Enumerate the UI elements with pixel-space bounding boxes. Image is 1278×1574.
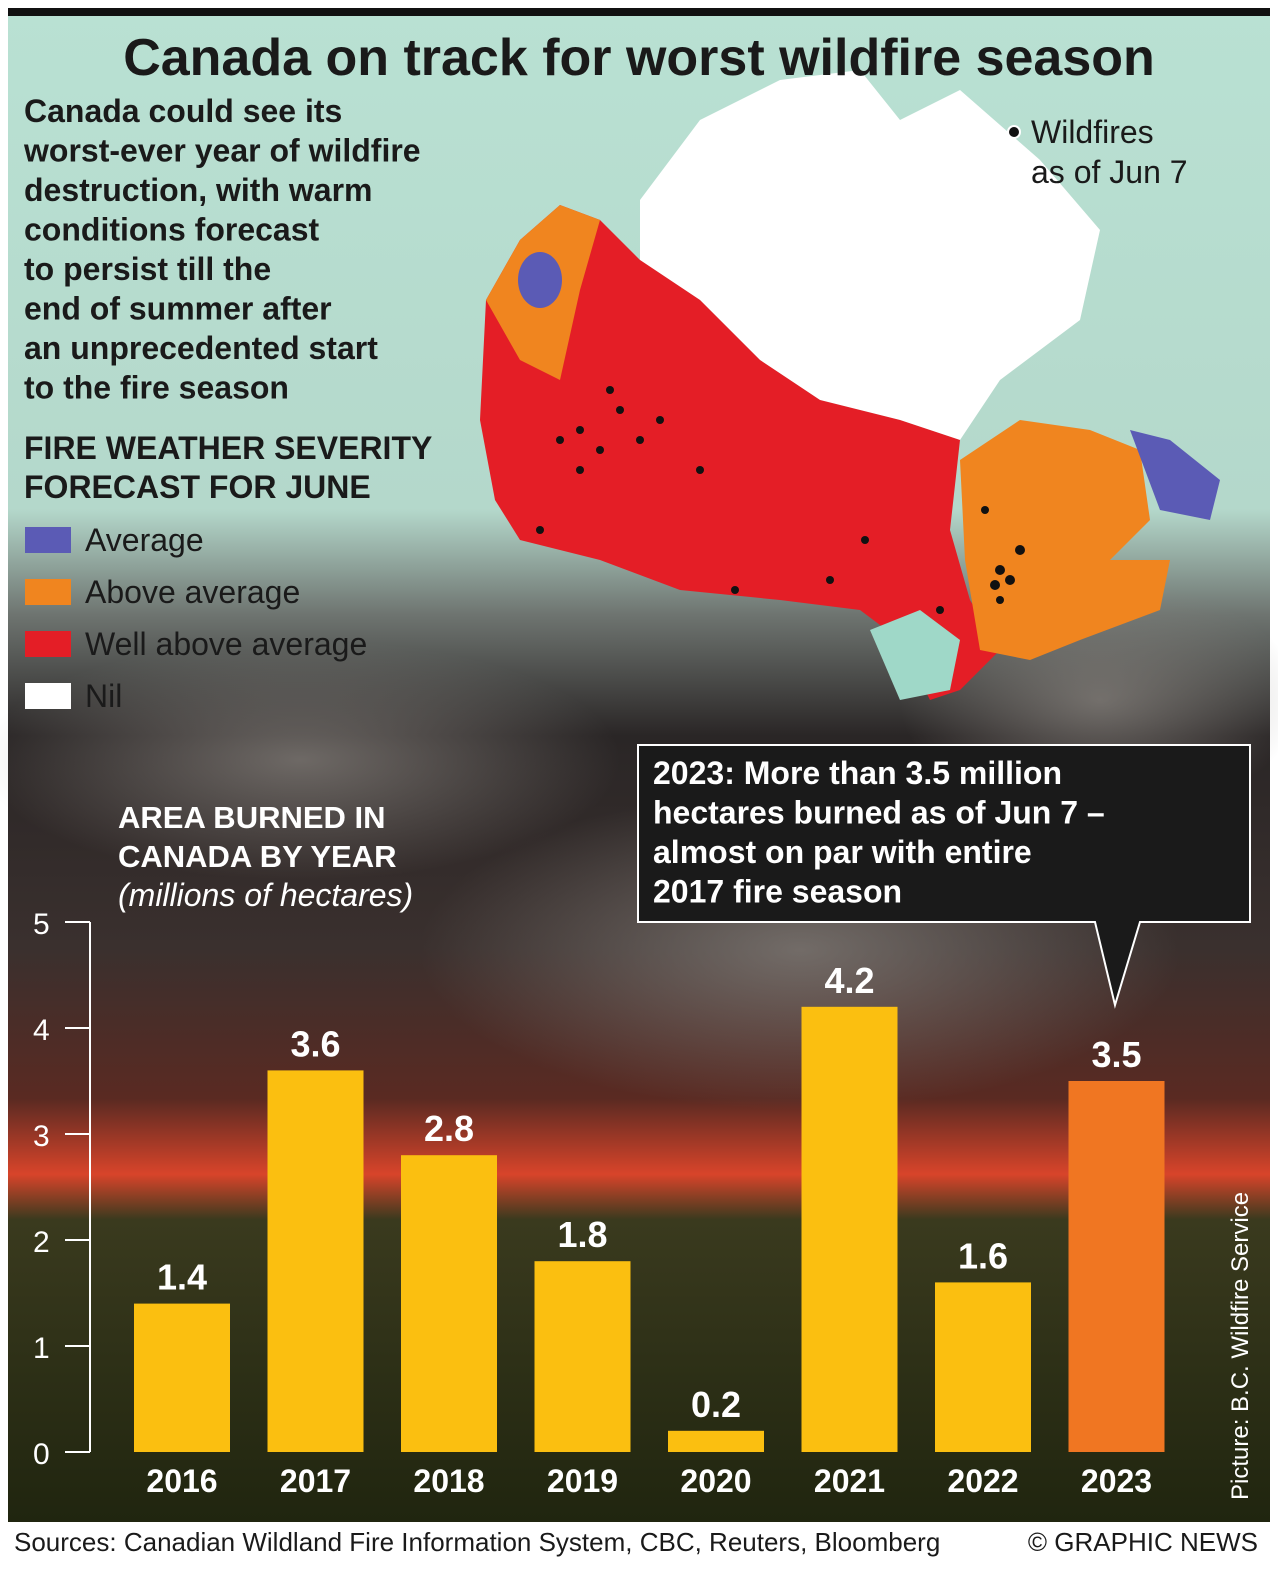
bar (267, 1070, 364, 1452)
legend-label: Above average (85, 574, 300, 610)
wildfire-dots (536, 386, 1025, 614)
top-rule (8, 8, 1270, 16)
value-label: 2.8 (424, 1108, 474, 1149)
smoke (0, 640, 620, 880)
intro-line: worst-ever year of wildfire (23, 133, 421, 169)
legend-title: Forecast for June (24, 469, 371, 505)
intro-line: Canada could see its (24, 93, 342, 129)
y-tick-label: 0 (33, 1438, 50, 1471)
legend-swatch (25, 631, 71, 657)
annotation-line: almost on par with entire (653, 834, 1032, 870)
map-lakes (870, 610, 960, 700)
bar (534, 1261, 631, 1452)
map (480, 70, 1220, 700)
legend-label: Nil (85, 678, 122, 714)
annotation-line: 2023: More than 3.5 million (653, 755, 1062, 791)
value-label: 0.2 (691, 1384, 741, 1425)
intro-line: to the fire season (24, 370, 289, 406)
credit: © GRAPHIC NEWS (1028, 1527, 1258, 1557)
value-label: 3.6 (290, 1023, 340, 1064)
x-tick-label: 2019 (547, 1463, 618, 1499)
intro-line: conditions forecast (24, 212, 320, 248)
x-tick-label: 2023 (1081, 1463, 1152, 1499)
bar (668, 1430, 764, 1452)
chart-title: Area Burned in (118, 800, 386, 835)
y-tick-label: 2 (33, 1226, 50, 1259)
legend-title: Fire Weather Severity (24, 430, 432, 466)
wildfire-legend-dot (1007, 125, 1021, 139)
map-above (960, 420, 1170, 660)
y-tick-label: 4 (33, 1014, 50, 1047)
bar (935, 1282, 1031, 1452)
map-average (518, 252, 562, 308)
value-label: 3.5 (1091, 1034, 1141, 1075)
annotation-line: hectares burned as of Jun 7 – (653, 795, 1105, 831)
intro-line: to persist till the (24, 251, 271, 287)
x-tick-label: 2016 (146, 1463, 217, 1499)
annotation-line: 2017 fire season (653, 874, 902, 910)
chart-subtitle: (millions of hectares) (118, 877, 413, 913)
legend-label: Well above average (85, 626, 367, 662)
value-label: 1.6 (958, 1235, 1008, 1276)
x-tick-label: 2020 (680, 1463, 751, 1499)
sources: Sources: Canadian Wildland Fire Informat… (14, 1527, 940, 1557)
footer-band (0, 1522, 1278, 1574)
legend-swatch (25, 527, 71, 553)
x-tick-label: 2018 (413, 1463, 484, 1499)
wildfires-label: Wildfires (1031, 114, 1154, 150)
value-label: 1.4 (157, 1257, 207, 1298)
bar (134, 1303, 230, 1452)
intro-line: end of summer after (24, 291, 332, 327)
title: Canada on track for worst wildfire seaso… (123, 29, 1155, 87)
value-label: 1.8 (557, 1214, 607, 1255)
legend-swatch (25, 579, 71, 605)
y-tick-label: 3 (33, 1120, 50, 1153)
bar (401, 1155, 497, 1452)
x-tick-label: 2021 (814, 1463, 885, 1499)
value-label: 4.2 (824, 960, 874, 1001)
chart-title: Canada by Year (118, 839, 396, 874)
legend-swatch (25, 683, 71, 709)
intro-line: an unprecedented start (24, 330, 378, 366)
legend-label: Average (85, 522, 204, 558)
map-well-above (480, 205, 1000, 700)
x-tick-label: 2017 (280, 1463, 351, 1499)
picture-credit: Picture: B.C. Wildfire Service (1227, 1192, 1254, 1500)
wildfires-label: as of Jun 7 (1031, 154, 1188, 190)
y-tick-label: 1 (33, 1332, 50, 1365)
bar (1068, 1081, 1165, 1452)
x-tick-label: 2022 (947, 1463, 1018, 1499)
callout-box (637, 744, 1251, 1009)
bar (801, 1006, 898, 1452)
map-nil (640, 70, 1100, 440)
y-tick-label: 5 (33, 908, 50, 941)
intro-line: destruction, with warm (24, 172, 372, 208)
map-average (1130, 430, 1220, 520)
